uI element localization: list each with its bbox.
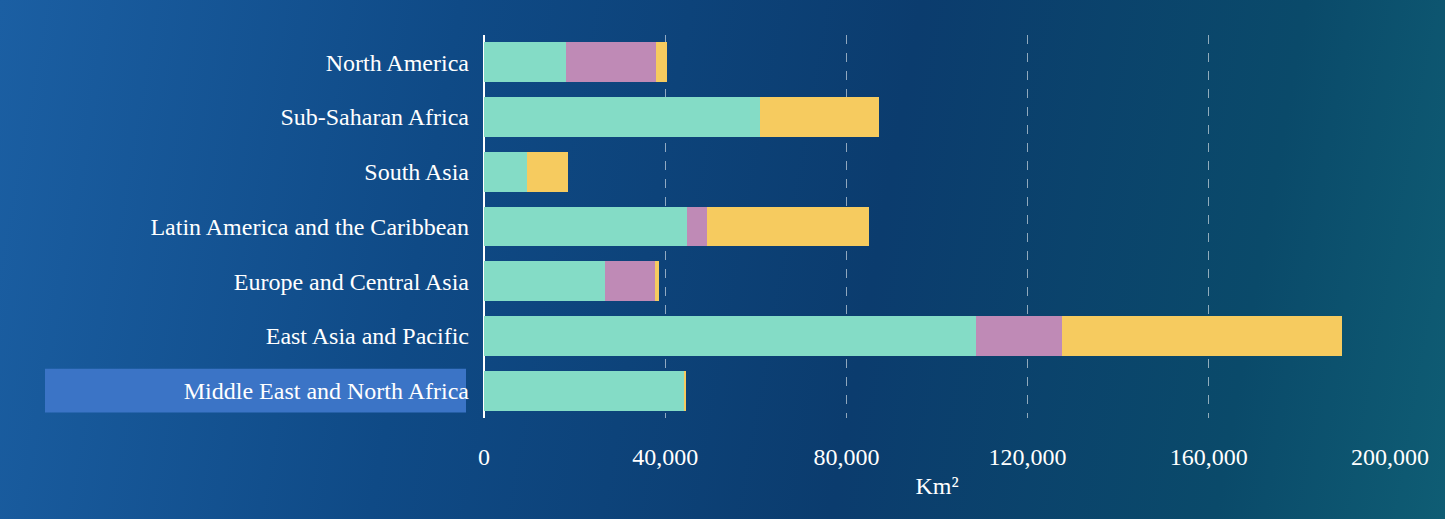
svg-text:Europe and Central Asia: Europe and Central Asia — [234, 269, 470, 295]
svg-text:North America: North America — [326, 50, 470, 76]
svg-text:East Asia and Pacific: East Asia and Pacific — [266, 323, 469, 349]
svg-text:South Asia: South Asia — [364, 159, 469, 185]
svg-text:0: 0 — [478, 444, 490, 470]
svg-text:Sub-Saharan Africa: Sub-Saharan Africa — [280, 104, 469, 130]
svg-text:200,000: 200,000 — [1351, 444, 1429, 470]
svg-text:40,000: 40,000 — [632, 444, 698, 470]
svg-text:Latin America and the Caribbea: Latin America and the Caribbean — [150, 214, 469, 240]
svg-text:Km²: Km² — [915, 473, 958, 499]
svg-text:120,000: 120,000 — [989, 444, 1067, 470]
svg-text:160,000: 160,000 — [1170, 444, 1248, 470]
svg-text:Middle East and North Africa: Middle East and North Africa — [184, 378, 470, 404]
svg-text:80,000: 80,000 — [813, 444, 879, 470]
